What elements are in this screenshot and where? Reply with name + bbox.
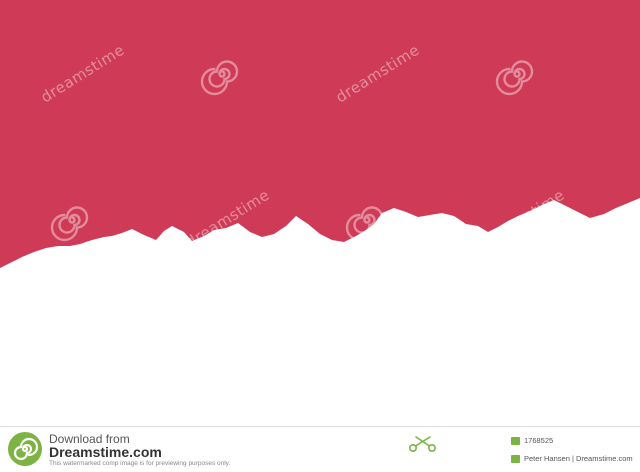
scissors-icon	[408, 436, 436, 453]
download-from-text: Download from	[49, 432, 130, 446]
torn-white-edge	[0, 192, 640, 426]
watermark-spiral-icon	[495, 356, 534, 392]
watermark-spiral-icon	[495, 60, 534, 96]
image-id: 1768525	[524, 436, 554, 445]
red-paper	[0, 0, 640, 268]
watermark-spiral-icon	[50, 206, 89, 242]
watermark-disclaimer: This watermarked comp image is for previ…	[49, 460, 231, 467]
image-id-row: 1768525	[511, 436, 553, 445]
watermark-spiral-icon	[200, 356, 239, 392]
photographer-icon	[511, 454, 520, 463]
torn-paper-image: dreamstime dreamstime dreamstime dreamstime…	[0, 0, 640, 426]
image-icon	[511, 436, 520, 445]
photo-credit: Peter Hansen | Dreamstime.com	[524, 454, 633, 463]
download-footer: Download from Dreamstime.com This waterm…	[0, 426, 640, 472]
watermark-spiral-icon	[200, 60, 239, 96]
credit-row: Peter Hansen | Dreamstime.com	[511, 454, 633, 463]
brand-name[interactable]: Dreamstime.com	[49, 444, 162, 460]
spiral-icon	[13, 437, 39, 461]
watermark-spiral-icon	[345, 206, 384, 242]
dreamstime-logo	[8, 432, 42, 466]
